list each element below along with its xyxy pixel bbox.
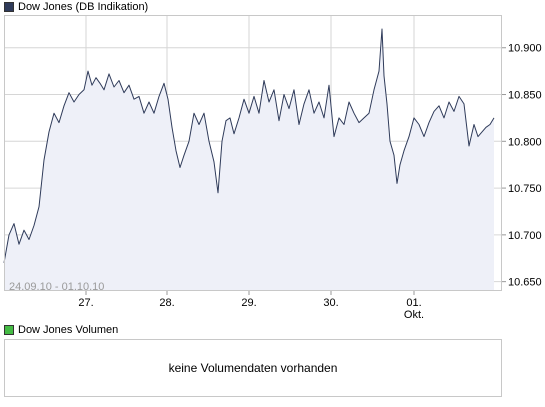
x-tick-sublabel: Okt. bbox=[404, 309, 424, 321]
series-legend-label: Dow Jones (DB Indikation) bbox=[18, 1, 149, 13]
price-chart: 10.650 10.700 10.750 10.800 10.850 10.900 27.… bbox=[3, 15, 542, 321]
volume-legend-label: Dow Jones Volumen bbox=[18, 324, 119, 336]
x-tick-label: 27. bbox=[78, 297, 93, 309]
date-range-label: 24.09.10 - 01.10.10 bbox=[9, 281, 104, 293]
y-tick-label: 10.750 bbox=[508, 183, 542, 195]
series-swatch bbox=[4, 2, 14, 12]
y-tick-label: 10.700 bbox=[508, 230, 542, 242]
series-legend: Dow Jones (DB Indikation) bbox=[4, 0, 148, 14]
x-tick-label: 01. bbox=[406, 297, 421, 309]
y-axis: 10.650 10.700 10.750 10.800 10.850 10.900 bbox=[502, 43, 542, 289]
y-tick-label: 10.900 bbox=[508, 43, 542, 55]
y-tick-label: 10.800 bbox=[508, 136, 542, 148]
volume-swatch bbox=[4, 325, 14, 335]
chart-frame bbox=[4, 15, 502, 291]
price-line bbox=[3, 28, 495, 263]
price-area bbox=[4, 29, 494, 291]
volume-message: keine Volumendaten vorhanden bbox=[168, 361, 338, 375]
volume-legend: Dow Jones Volumen bbox=[4, 323, 118, 337]
x-axis: 27. 28. 29. 30. 01.Okt. bbox=[78, 291, 424, 321]
x-tick-label: 28. bbox=[159, 297, 174, 309]
volume-panel: keine Volumendaten vorhanden bbox=[4, 339, 502, 397]
x-tick-label: 29. bbox=[241, 297, 256, 309]
y-tick-label: 10.850 bbox=[508, 90, 542, 102]
x-tick-label: 30. bbox=[323, 297, 338, 309]
y-tick-label: 10.650 bbox=[508, 277, 542, 289]
